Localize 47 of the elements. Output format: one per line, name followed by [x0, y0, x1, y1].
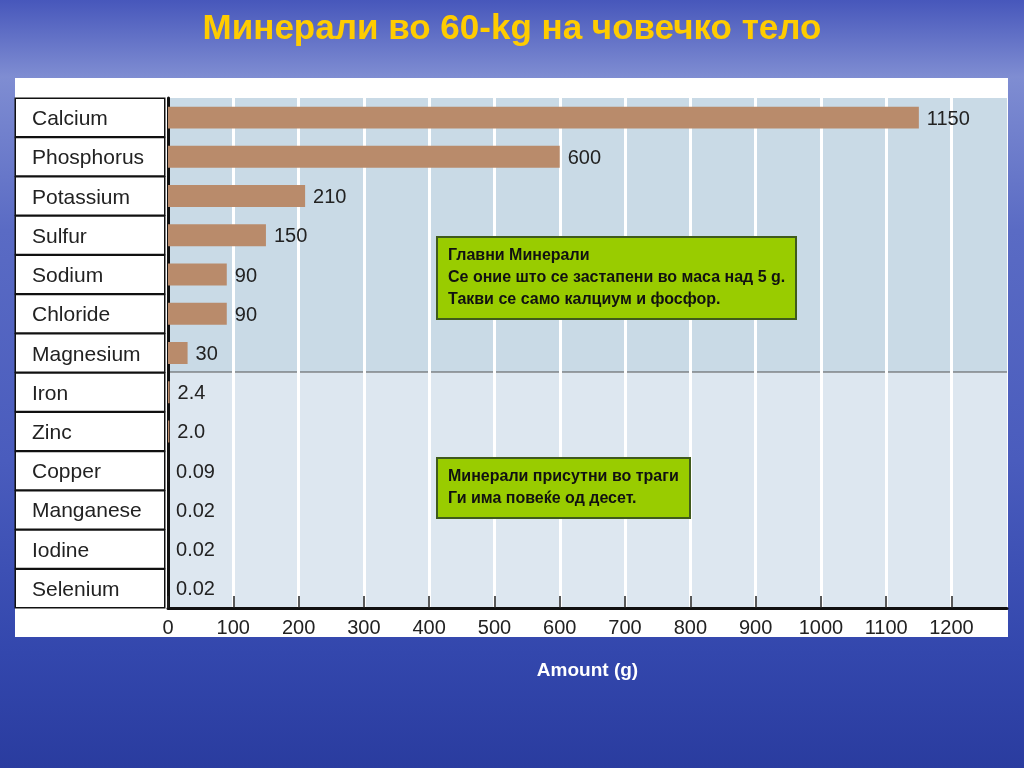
x-tick-label: 1000 — [798, 616, 844, 638]
data-label: 0.02 — [176, 577, 215, 600]
x-tick-label: 700 — [608, 616, 642, 638]
data-label: 0.02 — [176, 498, 215, 521]
data-label: 210 — [313, 185, 347, 208]
chart-title: Минерали во 60-kg на човечко тело — [202, 7, 822, 46]
data-label: 1150 — [926, 106, 970, 129]
y-tick-label: Sodium — [32, 263, 104, 287]
y-tick-label: Potassium — [32, 184, 131, 208]
x-tick-label: 600 — [543, 616, 577, 638]
x-tick-label: 1100 — [864, 616, 908, 638]
bar — [168, 302, 227, 325]
annotation: Минерали присутни во траги Ги има повеќе од десет. — [436, 457, 691, 519]
data-label: 0.09 — [176, 459, 215, 482]
y-tick-label: Magnesium — [32, 341, 141, 365]
x-tick-label: 500 — [477, 616, 512, 638]
data-label: 2.0 — [177, 420, 206, 443]
y-tick-label: Copper — [32, 459, 101, 483]
x-axis-title: Amount (g) — [536, 659, 639, 680]
data-label: 2.4 — [177, 381, 206, 404]
x-tick-label: 200 — [281, 616, 316, 638]
y-tick-label: Selenium — [32, 576, 120, 600]
bar — [168, 263, 227, 286]
y-tick-label: Iron — [32, 380, 69, 404]
y-tick-label: Zinc — [32, 419, 72, 443]
y-tick-label: Chloride — [32, 302, 111, 326]
data-label: 150 — [273, 224, 308, 247]
data-label: 0.02 — [176, 538, 215, 561]
y-tick-label: Calcium — [32, 106, 108, 130]
data-label: 600 — [567, 145, 602, 168]
bar — [168, 224, 266, 247]
data-label: 30 — [195, 342, 218, 364]
annotation: Главни Минерали Се оние што се застапени во маса над 5 g. Такви се само калциум и фосфор. — [436, 236, 798, 320]
x-tick-label: 900 — [738, 616, 773, 638]
y-tick-label: Phosphorus — [32, 145, 145, 169]
x-tick-label: 300 — [347, 616, 381, 638]
y-tick-label: Sulfur — [32, 223, 87, 247]
x-tick-label: 400 — [412, 616, 446, 638]
data-label: 90 — [234, 302, 258, 325]
x-tick-label: 800 — [673, 616, 708, 638]
data-label: 90 — [234, 263, 258, 286]
x-tick-label: 100 — [216, 616, 250, 638]
x-tick-label: 0 — [162, 616, 174, 638]
x-tick-label: 1200 — [929, 616, 974, 638]
bar — [168, 342, 188, 364]
y-tick-label: Manganese — [32, 498, 142, 522]
y-tick-label: Iodine — [32, 537, 90, 561]
